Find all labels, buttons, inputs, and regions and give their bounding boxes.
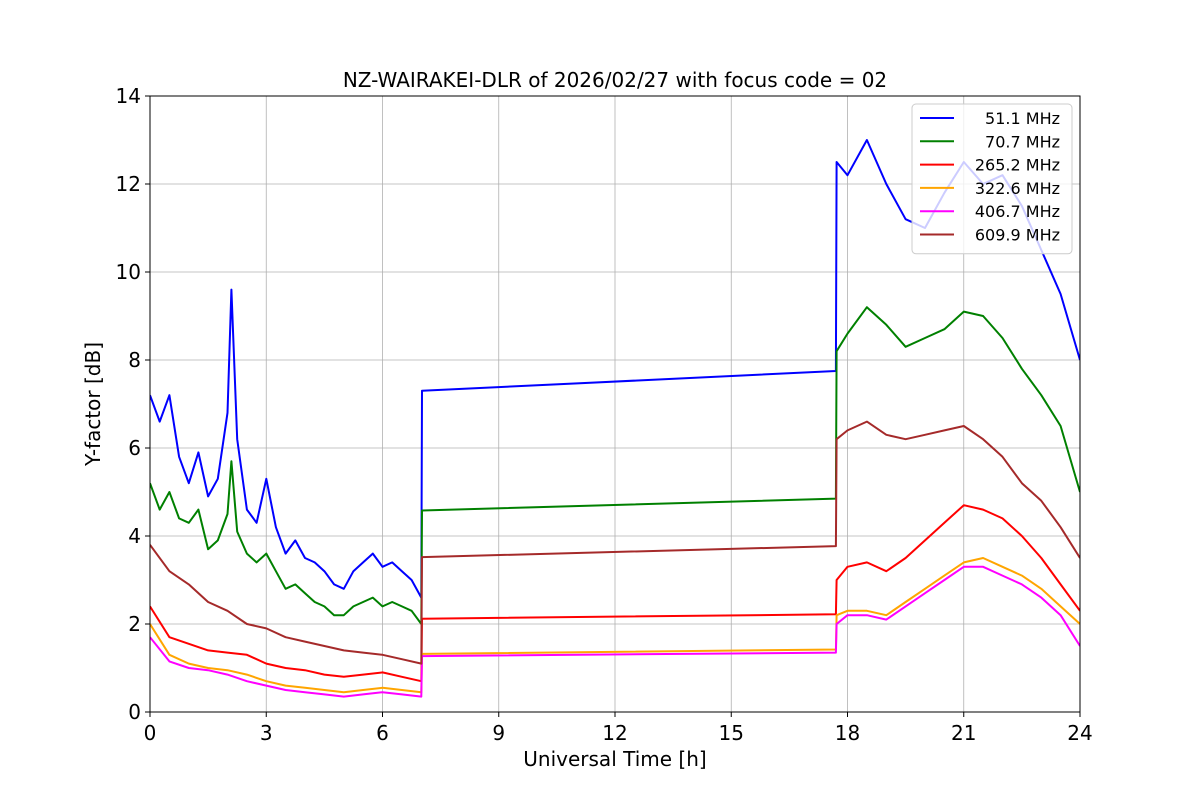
legend-label: 406.7 MHz xyxy=(975,202,1060,221)
x-tick-label: 0 xyxy=(144,721,157,745)
y-tick-label: 10 xyxy=(116,260,141,284)
series-line-1 xyxy=(150,306,1080,625)
x-axis: 0 3 6 9 12 15 18 21 24 xyxy=(144,712,1093,745)
chart-title: NZ-WAIRAKEI-DLR of 2026/02/27 with focus… xyxy=(343,68,887,92)
x-axis-label: Universal Time [h] xyxy=(523,747,706,771)
legend-label: 322.6 MHz xyxy=(975,179,1060,198)
y-tick-label: 2 xyxy=(128,612,141,636)
y-tick-label: 0 xyxy=(128,700,141,724)
y-axis-label: Y-factor [dB] xyxy=(81,342,105,467)
legend: 51.1 MHz 70.7 MHz 265.2 MHz 322.6 MHz 406.7 … xyxy=(911,103,1073,255)
x-tick-label: 12 xyxy=(602,721,627,745)
x-tick-label: 3 xyxy=(260,721,273,745)
x-tick-label: 6 xyxy=(376,721,389,745)
x-tick-label: 18 xyxy=(835,721,860,745)
y-tick-label: 4 xyxy=(128,524,141,548)
y-axis: 0 2 4 6 8 10 12 14 xyxy=(116,84,150,724)
y-tick-label: 12 xyxy=(116,172,141,196)
x-tick-label: 24 xyxy=(1067,721,1092,745)
legend-label: 51.1 MHz xyxy=(985,109,1060,128)
series-group xyxy=(150,139,1080,698)
series-line-5 xyxy=(150,420,1080,665)
y-tick-label: 6 xyxy=(128,436,141,460)
y-tick-label: 14 xyxy=(116,84,141,108)
legend-label: 609.9 MHz xyxy=(975,226,1060,245)
legend-label: 70.7 MHz xyxy=(985,132,1060,151)
x-tick-label: 9 xyxy=(492,721,505,745)
y-tick-label: 8 xyxy=(128,348,141,372)
x-tick-label: 15 xyxy=(719,721,744,745)
legend-label: 265.2 MHz xyxy=(975,156,1060,175)
x-tick-label: 21 xyxy=(951,721,976,745)
